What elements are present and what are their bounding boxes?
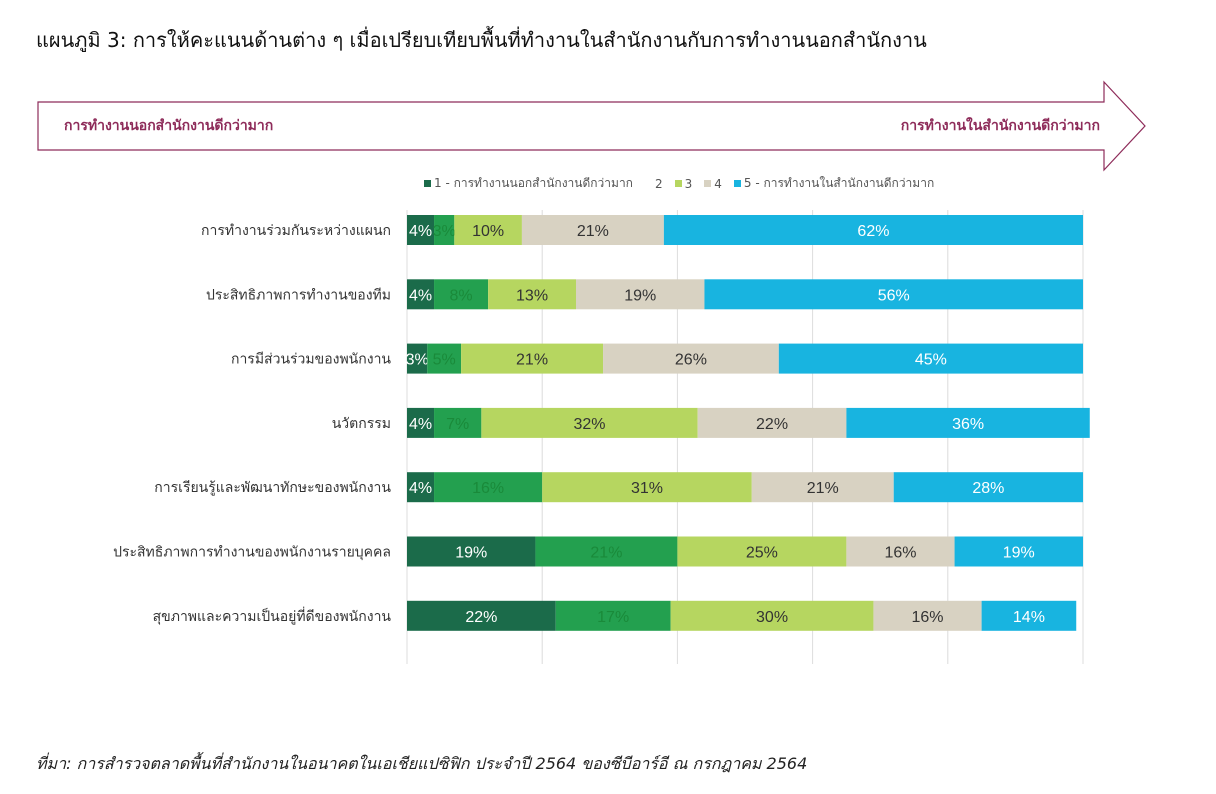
legend-item-4: 4 <box>704 177 722 191</box>
data-label: 21% <box>807 480 839 497</box>
category-label: ประสิทธิภาพการทำงานของพนักงานรายบุคคล <box>113 545 391 561</box>
legend-item-5: 5 - การทำงานในสำนักงานดีกว่ามาก <box>733 174 935 193</box>
legend-swatch <box>733 180 741 187</box>
data-label: 13% <box>516 287 548 304</box>
category-label: สุขภาพและความเป็นอยู่ที่ดีของพนักงาน <box>153 607 392 625</box>
bar-segment <box>407 279 435 310</box>
bar-segment <box>778 343 1083 374</box>
bar-segment <box>954 536 1083 567</box>
chart-title: แผนภูมิ 3: การให้คะแนนด้านต่าง ๆ เมื่อเป… <box>36 28 927 52</box>
direction-arrow <box>37 80 1146 172</box>
legend-swatch <box>424 180 431 187</box>
bar-segment <box>521 215 664 245</box>
data-label: 19% <box>1003 545 1035 562</box>
legend-label: 5 - การทำงานในสำนักงานดีกว่ามาก <box>743 176 935 190</box>
data-label: 26% <box>675 352 707 369</box>
legend-item-1: 1 - การทำงานนอกสำนักงานดีกว่ามาก <box>424 174 633 193</box>
data-label: 36% <box>952 416 984 433</box>
bar-segment <box>407 472 435 503</box>
data-label: 45% <box>915 352 947 369</box>
bar-segment <box>677 536 847 567</box>
data-label: 25% <box>746 545 778 562</box>
data-label: 16% <box>472 480 504 497</box>
data-label: 8% <box>450 287 473 304</box>
data-label: 28% <box>972 480 1004 497</box>
category-label: นวัตกรรม <box>332 416 391 432</box>
bar-segment <box>407 536 536 567</box>
data-label: 4% <box>409 223 432 240</box>
legend-label: 4 <box>714 176 722 191</box>
data-label: 21% <box>577 223 609 240</box>
data-label: 4% <box>409 287 432 304</box>
bar-segment <box>461 343 604 374</box>
bar-segment <box>434 215 455 245</box>
bar-segment <box>555 600 671 631</box>
bar-segment <box>603 343 779 374</box>
bar-segment <box>542 472 752 503</box>
data-label: 22% <box>465 609 497 626</box>
bar-segment <box>697 407 847 438</box>
bar-segment <box>427 343 462 374</box>
bar-segment <box>481 407 698 438</box>
bar-segment <box>434 279 489 310</box>
bar-segment <box>981 600 1077 631</box>
bar-segment <box>846 407 1090 438</box>
category-label: ประสิทธิภาพการทำงานของทีม <box>206 287 391 303</box>
data-label: 62% <box>857 223 889 240</box>
data-label: 4% <box>409 480 432 497</box>
data-label: 4% <box>409 416 432 433</box>
legend-item-2: 2 <box>645 177 663 191</box>
bar-segment <box>407 215 435 245</box>
data-label: 21% <box>590 545 622 562</box>
data-label: 5% <box>433 352 456 369</box>
bar-segment <box>407 343 428 374</box>
chart-legend: 1 - การทำงานนอกสำนักงานดีกว่ามาก 2 3 4 5 - ก… <box>424 174 934 193</box>
bar-segment <box>407 600 556 631</box>
category-label: การทำงานร่วมกันระหว่างแผนก <box>201 223 391 239</box>
bar-segment <box>454 215 522 245</box>
data-label: 30% <box>756 609 788 626</box>
data-label: 17% <box>597 609 629 626</box>
data-label: 31% <box>631 480 663 497</box>
bar-segment <box>488 279 576 310</box>
bar-segment <box>576 279 705 310</box>
data-label: 14% <box>1013 609 1045 626</box>
bar-segment <box>434 407 482 438</box>
bar-segment <box>873 600 982 631</box>
legend-label: 3 <box>684 176 693 191</box>
arrow-left-label: การทำงานนอกสำนักงานดีกว่ามาก <box>64 118 274 134</box>
bar-segment <box>893 472 1083 503</box>
category-label: การเรียนรู้และพัฒนาทักษะของพนักงาน <box>154 480 391 496</box>
category-label: การมีส่วนร่วมของพนักงาน <box>231 352 391 368</box>
data-label: 16% <box>912 609 944 626</box>
bar-segment <box>535 536 678 567</box>
data-label: 32% <box>574 416 606 433</box>
arrow-right-label: การทำงานในสำนักงานดีกว่ามาก <box>900 118 1100 134</box>
bar-segment <box>751 472 894 503</box>
legend-swatch <box>674 180 682 187</box>
bar-segment <box>704 279 1083 310</box>
data-label: 56% <box>878 287 910 304</box>
data-label: 3% <box>406 352 429 369</box>
data-label: 3% <box>433 223 456 240</box>
data-label: 10% <box>472 223 504 240</box>
bar-segment <box>407 407 435 438</box>
data-label: 16% <box>884 545 916 562</box>
legend-label: 1 - การทำงานนอกสำนักงานดีกว่ามาก <box>434 176 633 190</box>
legend-swatch <box>704 180 712 187</box>
legend-label: 2 <box>654 176 663 191</box>
data-label: 22% <box>756 416 788 433</box>
data-label: 7% <box>446 416 469 433</box>
data-label: 21% <box>516 352 548 369</box>
source-note: ที่มา: การสำรวจตลาดพื้นที่สำนักงานในอนาค… <box>36 754 808 773</box>
bar-segment <box>670 600 874 631</box>
bar-segment <box>846 536 955 567</box>
bar-segment <box>663 215 1083 245</box>
data-label: 19% <box>455 545 487 562</box>
stacked-bar-chart: การทำงานร่วมกันระหว่างแผนก 4% 3% 10% 21% 62%ป… <box>113 210 1090 664</box>
legend-item-3: 3 <box>674 176 693 191</box>
data-label: 19% <box>624 287 656 304</box>
bar-segment <box>434 472 543 503</box>
